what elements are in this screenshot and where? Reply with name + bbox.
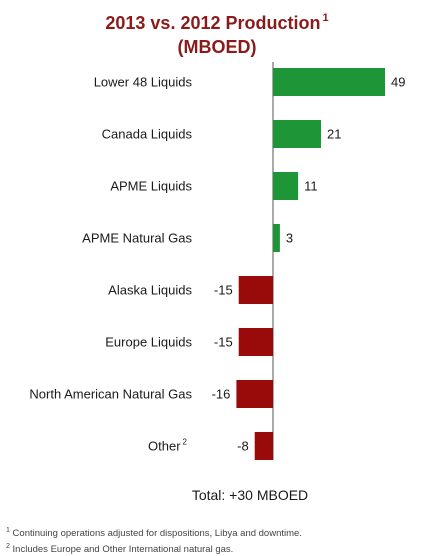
bar — [273, 172, 299, 200]
category-label: APME Natural Gas — [82, 231, 192, 246]
bar — [273, 224, 280, 252]
value-label: 49 — [391, 75, 405, 90]
footnote-2: 2 Includes Europe and Other Internationa… — [6, 540, 302, 556]
category-label: Alaska Liquids — [108, 283, 192, 298]
footnote-2-text: Includes Europe and Other International … — [12, 544, 234, 556]
footnote-1: 1 Continuing operations adjusted for dis… — [6, 524, 302, 540]
footnote-2-marker: 2 — [6, 543, 10, 551]
title-line-1: 2013 vs. 2012 Production — [105, 13, 321, 33]
value-label: 11 — [304, 179, 318, 194]
value-label: -8 — [237, 439, 249, 454]
bar — [273, 68, 385, 96]
category-label: Europe Liquids — [105, 335, 192, 350]
title-footnote-marker: 1 — [322, 12, 329, 24]
value-label: -15 — [214, 283, 233, 298]
bar — [273, 120, 321, 148]
value-label: 21 — [327, 127, 341, 142]
bar — [238, 276, 273, 304]
category-label: APME Liquids — [110, 179, 192, 194]
footnote-1-marker: 1 — [6, 527, 10, 534]
bar — [238, 328, 273, 356]
category-label: Canada Liquids — [102, 127, 193, 142]
bar — [254, 432, 273, 460]
title-line-2: (MBOED) — [177, 37, 257, 57]
chart-title: 2013 vs. 2012 Production 1 (MBOED) — [0, 6, 434, 59]
value-label: -16 — [212, 387, 231, 402]
category-label: Other 2 — [148, 438, 188, 454]
category-label: Lower 48 Liquids — [94, 75, 193, 90]
category-label: North American Natural Gas — [29, 387, 192, 402]
value-label: 3 — [286, 231, 293, 246]
bar — [236, 380, 273, 408]
footnote-1-text: Continuing operations adjusted for dispo… — [12, 528, 302, 540]
category-label-footnote-marker: 2 — [183, 438, 188, 447]
total-label: Total: +30 MBOED — [191, 487, 309, 503]
value-label: -15 — [214, 335, 233, 350]
footnotes: 1 Continuing operations adjusted for dis… — [6, 524, 302, 556]
